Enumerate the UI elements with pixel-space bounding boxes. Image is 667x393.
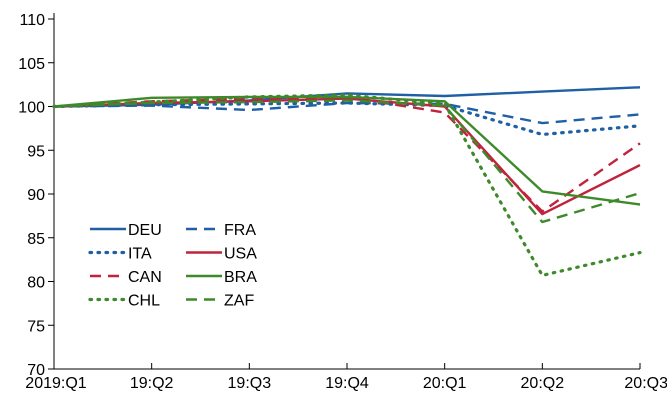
x-tick-label: 19:Q3 (228, 375, 272, 392)
x-tick-label: 20:Q3 (624, 375, 667, 392)
legend-label-ita: ITA (128, 246, 152, 263)
legend-label-can: CAN (128, 269, 162, 286)
y-tick-label: 100 (18, 100, 45, 117)
legend: DEU FRA ITA USA CAN BRA CHL ZAF (88, 222, 257, 310)
axes: 70 75 80 85 90 95 100 105 110 2019:Q1 19:Q2 19:Q3 19… (18, 12, 667, 392)
y-tick-label: 75 (27, 318, 45, 335)
y-tick-label: 95 (27, 143, 45, 160)
x-tick-label: 19:Q4 (325, 375, 369, 392)
x-tick-label: 20:Q2 (521, 375, 565, 392)
legend-label-deu: DEU (128, 222, 162, 239)
y-tick-label: 80 (27, 275, 45, 292)
y-tick-label: 70 (27, 362, 45, 379)
series-line-bra (53, 95, 641, 206)
x-tick-label: 2019:Q1 (25, 375, 86, 392)
legend-label-bra: BRA (224, 269, 257, 286)
series-line-usa (53, 97, 641, 216)
legend-label-zaf: ZAF (224, 293, 254, 310)
x-tick-label: 19:Q2 (130, 375, 174, 392)
y-tick-label: 105 (18, 56, 45, 73)
legend-label-usa: USA (224, 246, 257, 263)
series-line-ita (52, 101, 642, 137)
series-line-can (53, 95, 641, 213)
y-tick-label: 110 (19, 12, 45, 29)
x-tick-label: 20:Q1 (423, 375, 467, 392)
series-line-zaf (53, 99, 641, 224)
series-group (52, 86, 642, 277)
y-tick-label: 90 (27, 187, 45, 204)
legend-label-fra: FRA (224, 222, 256, 239)
y-tick-label: 85 (27, 231, 45, 248)
legend-label-chl: CHL (128, 293, 160, 310)
